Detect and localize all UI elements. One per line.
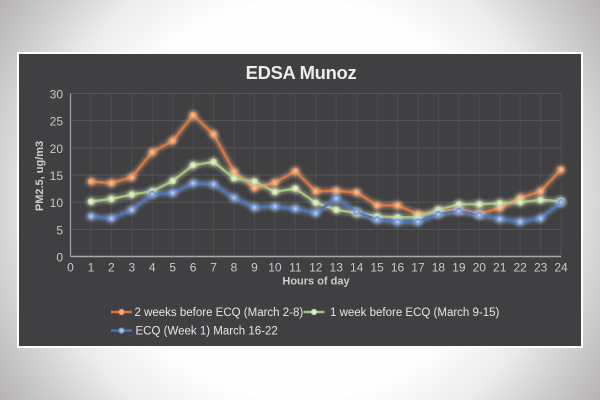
svg-text:5: 5	[56, 223, 63, 237]
svg-text:12: 12	[309, 261, 323, 275]
svg-text:10: 10	[50, 196, 64, 210]
svg-text:16: 16	[391, 261, 405, 275]
svg-text:10: 10	[268, 261, 282, 275]
svg-text:5: 5	[169, 261, 176, 275]
svg-text:22: 22	[514, 261, 528, 275]
svg-text:25: 25	[50, 115, 64, 129]
svg-text:PM2.5, ug/m3: PM2.5, ug/m3	[34, 141, 46, 211]
svg-text:20: 20	[473, 261, 487, 275]
svg-text:18: 18	[432, 261, 446, 275]
svg-text:Hours of day: Hours of day	[282, 276, 350, 288]
svg-text:1 week before ECQ (March 9-15): 1 week before ECQ (March 9-15)	[330, 307, 500, 319]
svg-text:2 weeks before ECQ (March 2-8): 2 weeks before ECQ (March 2-8)	[135, 307, 304, 319]
svg-text:15: 15	[370, 261, 384, 275]
svg-text:2: 2	[108, 261, 115, 275]
svg-text:ECQ (Week 1) March 16-22: ECQ (Week 1) March 16-22	[136, 326, 278, 338]
svg-text:4: 4	[149, 261, 156, 275]
svg-text:30: 30	[50, 88, 64, 102]
svg-text:19: 19	[452, 261, 466, 275]
svg-text:0: 0	[67, 261, 74, 275]
svg-text:24: 24	[554, 261, 568, 275]
svg-text:0: 0	[56, 251, 63, 265]
svg-text:14: 14	[350, 261, 364, 275]
svg-text:6: 6	[190, 261, 197, 275]
svg-text:8: 8	[231, 261, 238, 275]
svg-text:7: 7	[210, 261, 217, 275]
svg-text:1: 1	[88, 261, 95, 275]
svg-text:17: 17	[411, 261, 425, 275]
svg-text:9: 9	[251, 261, 258, 275]
svg-text:20: 20	[50, 142, 64, 156]
svg-text:11: 11	[289, 261, 302, 275]
svg-text:21: 21	[493, 261, 507, 275]
svg-text:15: 15	[50, 169, 64, 183]
svg-text:3: 3	[128, 261, 135, 275]
svg-text:23: 23	[534, 261, 548, 275]
svg-text:13: 13	[330, 261, 344, 275]
